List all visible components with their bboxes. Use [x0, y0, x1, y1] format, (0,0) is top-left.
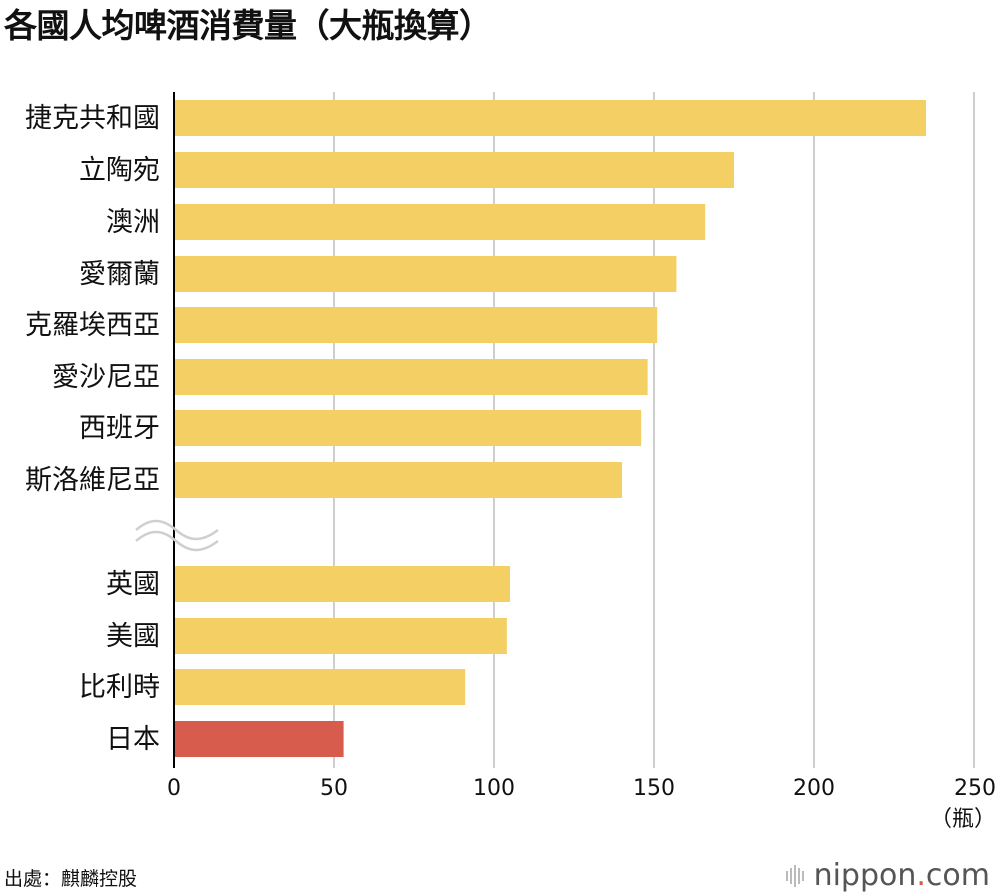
category-label: 克羅埃西亞	[25, 310, 160, 341]
bar	[175, 669, 466, 705]
brand-name: nippon	[813, 858, 917, 893]
chart-title: 各國人均啤酒消費量（大瓶換算）	[4, 6, 492, 45]
category-label: 比利時	[79, 672, 160, 703]
bars	[175, 100, 926, 757]
bar	[175, 462, 622, 498]
x-tick-label: 150	[633, 776, 675, 801]
x-axis-unit: （瓶）	[930, 807, 996, 832]
brand-logo: nippon. com	[785, 858, 990, 894]
category-label: 捷克共和國	[25, 103, 160, 134]
x-tick-labels: 0 50 100 150 200 250	[167, 776, 996, 801]
category-label: 西班牙	[79, 413, 160, 444]
category-label: 日本	[106, 724, 160, 755]
brand-tld: com	[925, 858, 990, 893]
x-tick-label: 0	[167, 776, 181, 801]
bar	[175, 100, 926, 136]
bar-chart: 捷克共和國立陶宛澳洲愛爾蘭克羅埃西亞愛沙尼亞西班牙斯洛維尼亞英國美國比利時日本 …	[25, 92, 996, 832]
bar	[175, 152, 734, 188]
nippon-logo-icon	[785, 865, 804, 887]
axis-break-icon	[135, 519, 219, 552]
x-tick-label: 100	[473, 776, 515, 801]
bar	[175, 204, 706, 240]
brand-dot: .	[916, 858, 926, 893]
source-note: 出處：麒麟控股	[4, 868, 138, 890]
x-tick-label: 250	[954, 776, 996, 801]
bar	[175, 721, 344, 757]
category-label: 英國	[106, 569, 160, 600]
category-label: 澳洲	[106, 207, 160, 238]
bar	[175, 410, 642, 446]
bar	[175, 307, 658, 343]
category-label: 斯洛維尼亞	[25, 465, 160, 496]
category-label: 立陶宛	[79, 155, 160, 186]
category-label: 愛沙尼亞	[52, 362, 160, 393]
category-label: 愛爾蘭	[79, 259, 160, 290]
category-label: 美國	[106, 621, 160, 652]
bar	[175, 566, 510, 602]
x-tick-label: 200	[793, 776, 835, 801]
x-tick-label: 50	[320, 776, 348, 801]
bar	[175, 359, 648, 395]
bar	[175, 618, 507, 654]
bar	[175, 256, 677, 292]
